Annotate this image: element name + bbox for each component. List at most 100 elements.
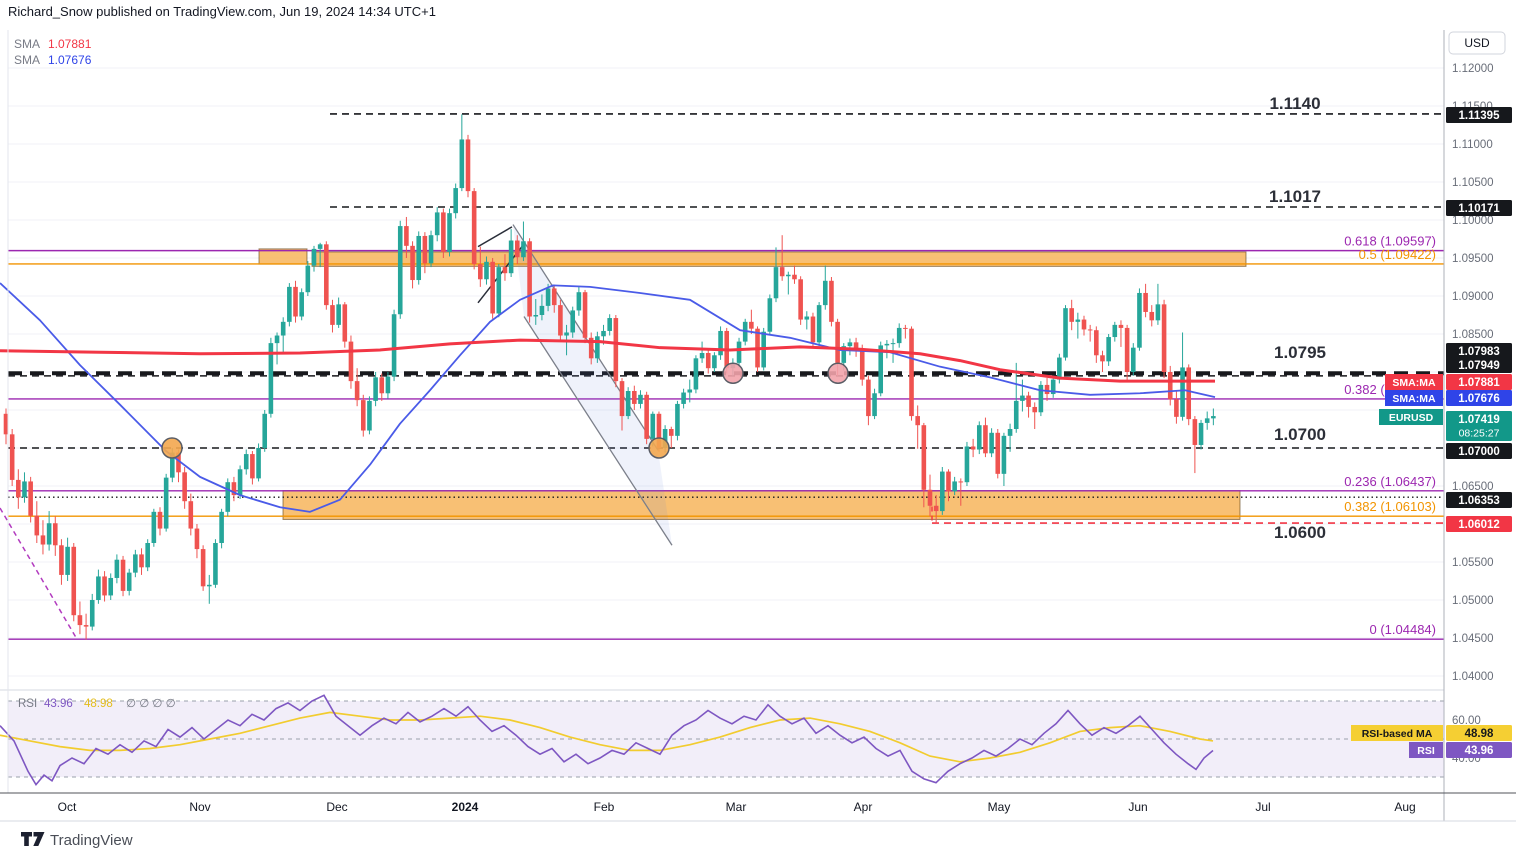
price-axis-tick[interactable]: 1.10500	[1452, 177, 1494, 189]
axis-price-badge[interactable]	[1446, 390, 1512, 406]
candle-body	[514, 240, 520, 258]
rsi-legend[interactable]: RSI 43.96 48.98 ∅ ∅ ∅ ∅	[18, 698, 176, 710]
fib-trendline[interactable]	[0, 507, 78, 640]
rsi-line[interactable]	[0, 694, 1214, 786]
candle-body	[52, 523, 58, 546]
candle-body	[256, 448, 261, 479]
candle-body	[822, 280, 828, 306]
axis-price-badge[interactable]	[1446, 374, 1512, 390]
candle-body	[786, 274, 791, 277]
price-axis-tick[interactable]: 1.04000	[1452, 671, 1494, 683]
candle-body	[576, 292, 582, 311]
candle-body	[434, 212, 440, 236]
candle-body	[1112, 324, 1118, 338]
axis-price-badge[interactable]	[1446, 443, 1512, 459]
time-axis-label[interactable]: Feb	[594, 800, 615, 814]
candle-body	[1167, 372, 1173, 400]
time-axis-label[interactable]: Oct	[58, 800, 77, 814]
price-axis-tick[interactable]: 1.04500	[1452, 633, 1494, 645]
candle-body	[422, 235, 428, 264]
signal-circle-marker[interactable]	[722, 362, 744, 385]
rsi-axis-tick[interactable]: 60.00	[1452, 715, 1481, 727]
axis-price-badge[interactable]	[1446, 516, 1512, 532]
price-axis-tick[interactable]: 1.06500	[1452, 481, 1494, 493]
time-axis-label[interactable]: Dec	[326, 800, 347, 814]
time-axis-label[interactable]: Jun	[1128, 800, 1147, 814]
time-axis-label[interactable]: Mar	[726, 800, 747, 814]
indicator-tag[interactable]	[1385, 374, 1443, 390]
tradingview-logo[interactable]: TradingView	[21, 832, 133, 849]
indicator-tag[interactable]	[1409, 742, 1443, 758]
candle-body	[859, 349, 865, 380]
axis-price-badge[interactable]	[1446, 200, 1512, 216]
signal-circle-marker[interactable]	[161, 437, 183, 459]
candle-body	[59, 545, 64, 575]
candle-body	[9, 434, 15, 480]
price-axis-tick[interactable]: 1.09000	[1452, 291, 1494, 303]
candle-body	[1007, 429, 1013, 436]
axis-price-badge[interactable]	[1446, 107, 1512, 123]
indicator-legend[interactable]: SMA 1.07881 SMA 1.07676	[14, 37, 92, 67]
candle-body	[453, 188, 458, 214]
axis-price-badge-value: 48.98	[1465, 728, 1494, 740]
rsi-ma-value: 48.98	[84, 698, 113, 710]
candle-body	[1094, 330, 1099, 356]
fib-level-label: 0.236 (1.06437)	[1344, 474, 1436, 489]
candle-body	[280, 321, 286, 336]
axis-price-badge-value: 1.10171	[1458, 203, 1500, 215]
candle-body	[841, 346, 847, 363]
candle-body	[354, 381, 360, 401]
candle-body	[903, 327, 908, 329]
candle-body	[798, 279, 803, 320]
axis-price-badge[interactable]	[1446, 343, 1512, 359]
candle-body	[638, 394, 643, 404]
currency-toggle[interactable]: USD	[1448, 31, 1506, 55]
supply-demand-zone[interactable]	[282, 490, 1241, 520]
price-axis-tick[interactable]: 1.05000	[1452, 595, 1494, 607]
candle-body	[1118, 324, 1124, 328]
indicator-tag[interactable]	[1351, 725, 1443, 741]
rsi-ma-line[interactable]	[0, 711, 1214, 763]
axis-price-badge[interactable]	[1446, 411, 1512, 441]
candle-body	[1192, 419, 1198, 445]
candle-body	[539, 305, 545, 315]
candle-body	[46, 523, 52, 545]
axis-price-badge[interactable]	[1446, 357, 1512, 373]
time-axis-label[interactable]: Nov	[189, 800, 210, 814]
time-axis-label[interactable]: Aug	[1394, 800, 1415, 814]
price-axis-tick[interactable]: 1.08500	[1452, 329, 1494, 341]
signal-circle-marker[interactable]	[827, 362, 849, 385]
candle-body	[989, 432, 994, 454]
time-axis-label[interactable]: 2024	[452, 800, 479, 814]
price-axis-tick[interactable]: 1.12000	[1452, 63, 1494, 75]
candle-body	[613, 318, 619, 382]
candle-body	[305, 265, 311, 293]
sma-blue-line[interactable]	[0, 282, 1216, 513]
candle-body	[324, 244, 329, 306]
candle-body	[373, 377, 378, 401]
candle-body	[884, 343, 890, 346]
candle-body	[200, 549, 206, 587]
indicator-tag[interactable]	[1385, 390, 1443, 406]
wedge-trendline[interactable]	[477, 226, 513, 248]
sma2-value: 1.07676	[48, 53, 92, 67]
time-axis-label[interactable]: Apr	[854, 800, 873, 814]
axis-price-badge[interactable]	[1446, 492, 1512, 508]
falling-channel-line[interactable]	[523, 316, 673, 546]
indicator-tag[interactable]	[1379, 409, 1443, 425]
axis-price-badge[interactable]	[1446, 725, 1512, 741]
price-axis-tick[interactable]: 1.10000	[1452, 215, 1494, 227]
signal-circle-marker[interactable]	[648, 437, 670, 459]
price-axis-tick[interactable]: 1.05500	[1452, 557, 1494, 569]
candle-body	[145, 543, 150, 568]
axis-price-badge[interactable]	[1446, 742, 1512, 758]
candle-body	[896, 327, 902, 344]
time-axis-label[interactable]: Jul	[1255, 800, 1270, 814]
price-axis-tick[interactable]: 1.11000	[1452, 139, 1493, 151]
time-axis-label[interactable]: May	[988, 800, 1011, 814]
sma-red-line[interactable]	[0, 338, 1215, 383]
sma2-label: SMA	[14, 53, 40, 67]
price-axis-tick[interactable]: 1.09500	[1452, 253, 1494, 265]
